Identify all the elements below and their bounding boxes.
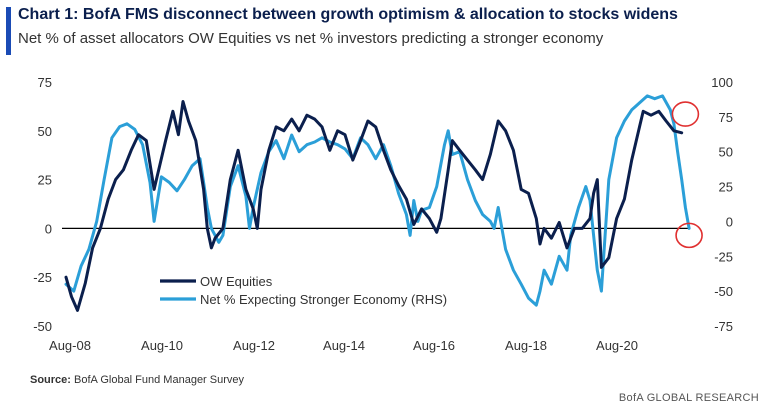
series-line-ow-equities — [64, 100, 684, 312]
right-axis-tick-label: 25 — [719, 180, 733, 195]
source-text: BofA Global Fund Manager Survey — [74, 374, 245, 386]
highlight-circle — [675, 222, 703, 249]
left-axis-tick-label: -50 — [33, 319, 52, 334]
left-axis-tick-label: 0 — [45, 221, 52, 236]
left-axis-tick-label: 75 — [38, 75, 52, 90]
chart-subtitle: Net % of asset allocators OW Equities vs… — [18, 30, 604, 47]
right-axis-labels: 100 75 50 25 0 -25 -50 -75 — [711, 75, 733, 334]
left-axis-tick-label: -25 — [33, 270, 52, 285]
legend-label: Net % Expecting Stronger Economy (RHS) — [200, 292, 447, 307]
source-label: Source: — [30, 374, 71, 386]
right-axis-tick-label: 50 — [719, 145, 733, 160]
x-axis-tick-label: Aug-10 — [141, 338, 183, 353]
x-axis-tick-label: Aug-16 — [413, 338, 455, 353]
right-axis-tick-label: 0 — [726, 214, 733, 229]
x-axis-tick-label: Aug-20 — [596, 338, 638, 353]
legend-label: OW Equities — [200, 274, 273, 289]
x-axis-tick-label: Aug-12 — [233, 338, 275, 353]
right-axis-tick-label: -75 — [714, 319, 733, 334]
highlight-circle — [671, 101, 700, 127]
x-axis-labels: Aug-08 Aug-10 Aug-12 Aug-14 Aug-16 Aug-18 Aug-… — [49, 338, 638, 353]
brand-label: BofA GLOBAL RESEARCH — [618, 392, 759, 404]
left-axis-labels: 75 50 25 0 -25 -50 — [33, 75, 52, 334]
left-axis-tick-label: 50 — [38, 124, 52, 139]
legend: OW Equities Net % Expecting Stronger Econ… — [160, 274, 447, 307]
right-axis-tick-label: -50 — [714, 284, 733, 299]
right-axis-tick-label: 75 — [719, 110, 733, 125]
left-axis-tick-label: 25 — [38, 173, 52, 188]
chart-title: Chart 1: BofA FMS disconnect between gro… — [18, 6, 678, 23]
annotation-circles — [671, 101, 703, 249]
title-accent-bar — [6, 7, 11, 55]
series-group — [64, 94, 691, 312]
series-line-stronger-economy — [64, 94, 691, 307]
x-axis-tick-label: Aug-14 — [323, 338, 365, 353]
right-axis-tick-label: -25 — [714, 249, 733, 264]
x-axis-tick-label: Aug-18 — [505, 338, 547, 353]
source-note: Source: BofA Global Fund Manager Survey — [30, 374, 244, 386]
x-axis-tick-label: Aug-08 — [49, 338, 91, 353]
right-axis-tick-label: 100 — [711, 75, 733, 90]
